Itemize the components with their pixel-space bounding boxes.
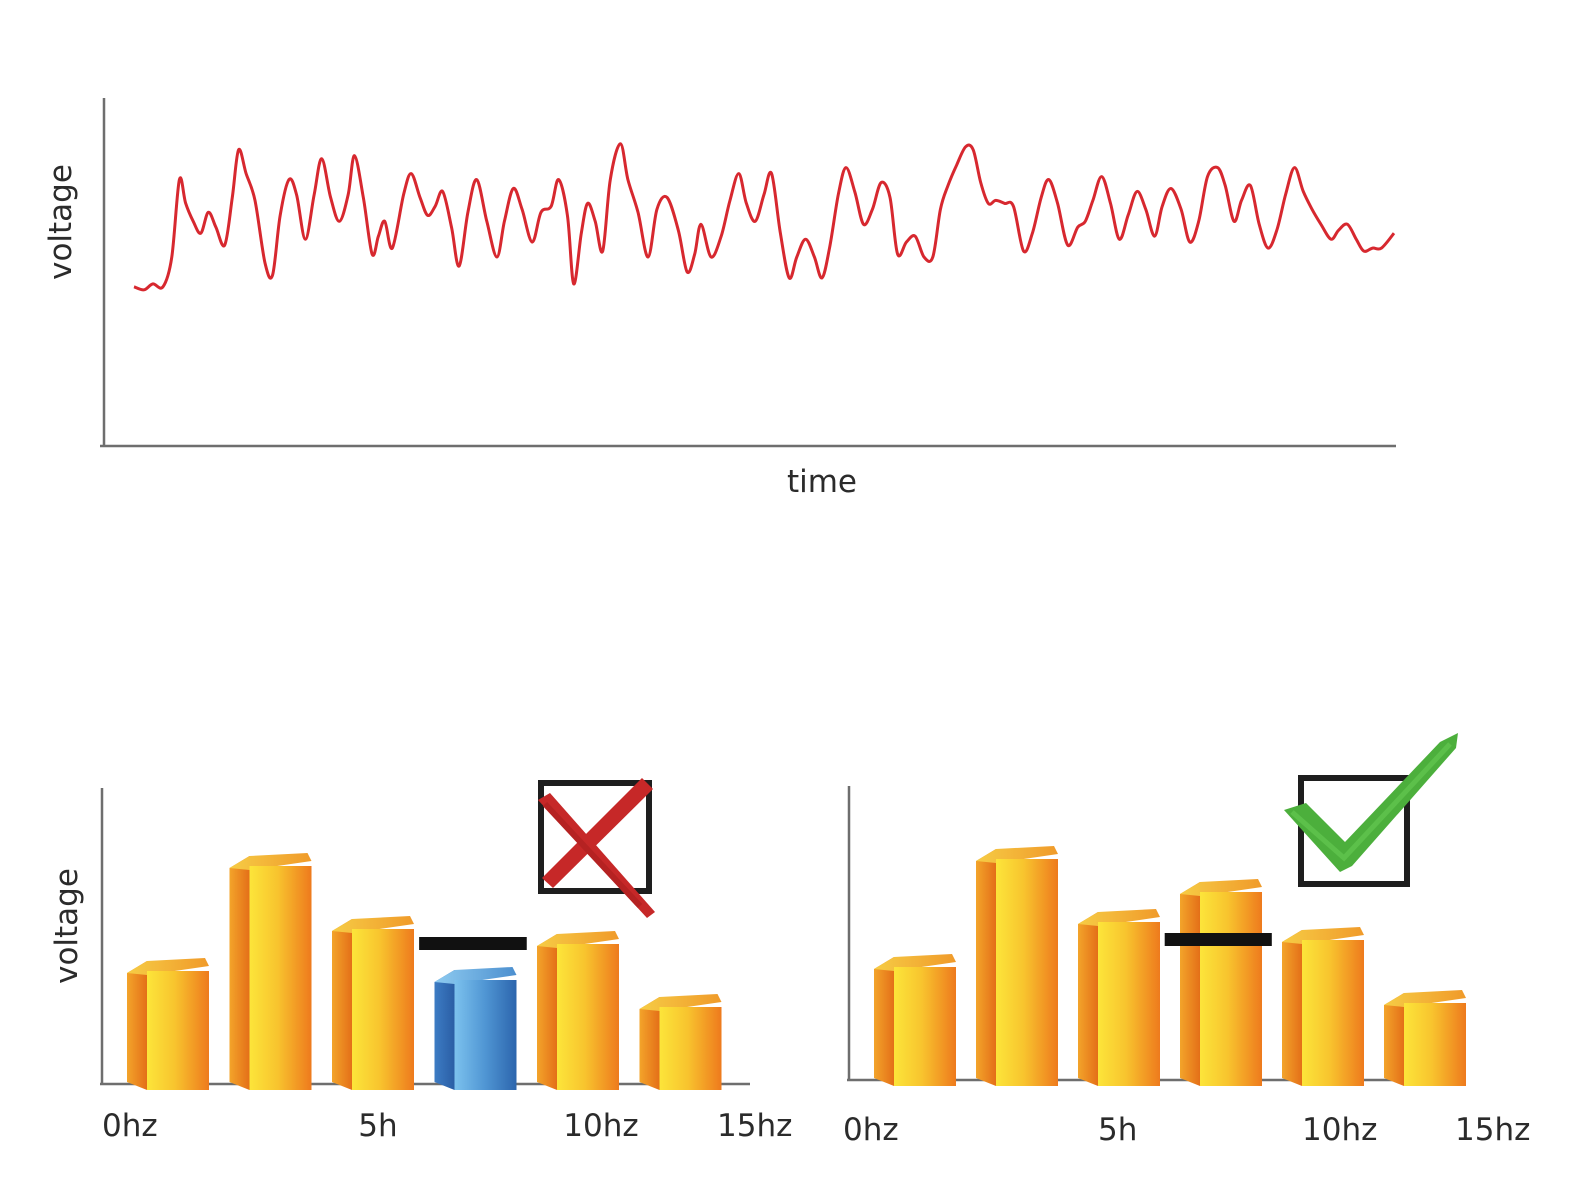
left-bar-3 — [434, 967, 517, 1090]
left-bar-2-side — [332, 919, 352, 1090]
left-bar-3-front — [454, 980, 517, 1090]
voltage-series — [133, 142, 1396, 292]
right-bar-0-front — [894, 967, 956, 1086]
right-bar-4-top — [1282, 927, 1364, 944]
left-bar-2-top — [332, 916, 414, 933]
left-tick-labels: 0hz 5h 10hz 15hz — [102, 1108, 792, 1144]
right-bar-5 — [1384, 990, 1466, 1086]
left-bar-1-side — [229, 856, 250, 1090]
right-tick-label-1: 5h — [1098, 1112, 1137, 1148]
right-bars — [874, 846, 1466, 1086]
left-tick-label-2: 10hz — [563, 1108, 638, 1144]
left-bar-3-top — [434, 967, 517, 984]
line-y-axis-label: voltage — [43, 164, 79, 280]
left-bar-1 — [229, 853, 312, 1090]
right-bar-4-front — [1302, 940, 1364, 1086]
left-bar-5-front — [659, 1007, 722, 1090]
right-bar-2-side — [1078, 912, 1098, 1086]
left-y-axis-label: voltage — [49, 868, 85, 984]
right-bar-1 — [976, 846, 1058, 1086]
check-box — [1298, 775, 1410, 887]
left-bar-0-front — [147, 971, 209, 1090]
left-bar-1-top — [229, 853, 312, 870]
left-bar-5-side — [639, 997, 660, 1090]
right-bar-5-top — [1384, 990, 1466, 1007]
voltage-line — [133, 142, 1396, 292]
right-bar-5-side — [1384, 993, 1404, 1086]
left-bar-3-side — [434, 970, 455, 1090]
right-bar-1-front — [996, 859, 1058, 1086]
left-tick-label-3: 15hz — [717, 1108, 792, 1144]
line-x-axis-label: time — [787, 464, 857, 500]
x-mark-stroke-2 — [542, 778, 653, 888]
right-bar-1-top — [976, 846, 1058, 863]
bar-chart-right: 0hz 5h 10hz 15hz — [843, 733, 1530, 1148]
right-bar-5-front — [1404, 1003, 1466, 1086]
left-bar-4-front — [557, 944, 619, 1090]
right-bar-4-side — [1282, 930, 1302, 1086]
left-bar-2 — [332, 916, 414, 1090]
checkmark — [1284, 733, 1458, 887]
left-bar-2-front — [352, 929, 414, 1090]
right-tick-labels: 0hz 5h 10hz 15hz — [843, 1112, 1530, 1148]
left-bar-4 — [537, 931, 619, 1090]
right-bar-4 — [1282, 927, 1364, 1086]
left-tick-label-0: 0hz — [102, 1108, 158, 1144]
right-bar-1-side — [976, 849, 996, 1086]
right-tick-label-3: 15hz — [1455, 1112, 1530, 1148]
left-bar-0-top — [127, 958, 209, 975]
right-threshold-line — [1164, 933, 1272, 946]
left-bars — [127, 853, 722, 1090]
right-bar-3-side — [1180, 882, 1200, 1086]
left-bar-5 — [639, 994, 722, 1090]
right-bar-3 — [1180, 879, 1262, 1086]
right-bar-3-front — [1200, 892, 1262, 1086]
right-bar-0 — [874, 954, 956, 1086]
x-mark-box — [538, 780, 652, 894]
check-stroke-highlight — [1290, 742, 1452, 862]
bar-chart-left: 0hz 5h 10hz 15hz voltage — [49, 778, 792, 1144]
right-tick-label-0: 0hz — [843, 1112, 899, 1148]
x-cross-mark — [538, 778, 655, 918]
left-bar-1-front — [249, 866, 312, 1090]
right-bar-2 — [1078, 909, 1160, 1086]
left-tick-label-1: 5h — [358, 1108, 397, 1144]
left-bar-4-side — [537, 934, 557, 1090]
right-tick-label-2: 10hz — [1302, 1112, 1377, 1148]
line-chart: time voltage — [43, 98, 1396, 500]
left-bar-4-top — [537, 931, 619, 948]
right-bar-0-side — [874, 957, 894, 1086]
right-bar-0-top — [874, 954, 956, 971]
left-threshold-line — [419, 937, 527, 950]
check-stroke — [1284, 733, 1458, 872]
left-bar-0-side — [127, 961, 147, 1090]
left-bar-0 — [127, 958, 209, 1090]
right-bar-2-top — [1078, 909, 1160, 926]
x-mark-stroke-3 — [542, 801, 643, 909]
right-bar-3-top — [1180, 879, 1262, 896]
right-bar-2-front — [1098, 922, 1160, 1086]
left-bar-5-top — [639, 994, 722, 1011]
